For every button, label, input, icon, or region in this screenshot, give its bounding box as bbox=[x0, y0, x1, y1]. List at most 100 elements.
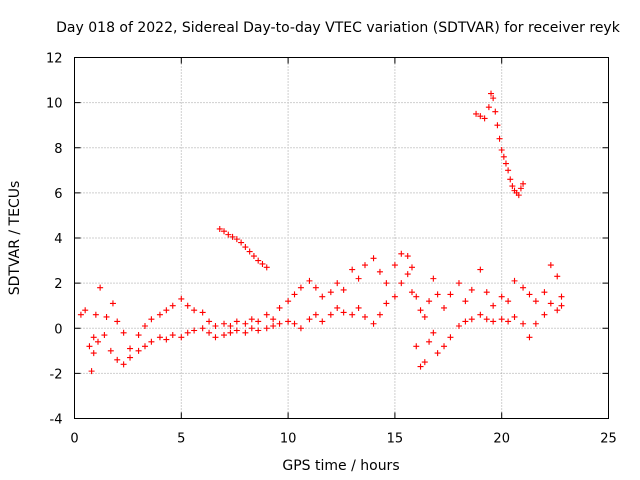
data-point bbox=[127, 354, 134, 361]
data-point bbox=[413, 343, 420, 350]
data-point bbox=[263, 325, 270, 332]
y-tick-label: -2 bbox=[50, 367, 63, 382]
data-point bbox=[334, 304, 341, 311]
data-point bbox=[398, 280, 405, 287]
data-point bbox=[206, 329, 213, 336]
data-point bbox=[306, 316, 313, 323]
data-point bbox=[376, 311, 383, 318]
data-point bbox=[520, 320, 527, 327]
chart-title: Day 018 of 2022, Sidereal Day-to-day VTE… bbox=[56, 20, 621, 36]
data-point bbox=[361, 313, 368, 320]
data-point bbox=[227, 329, 234, 336]
data-point bbox=[517, 185, 524, 192]
series-marks bbox=[473, 90, 527, 199]
data-point bbox=[383, 300, 390, 307]
data-point bbox=[541, 289, 548, 296]
data-point bbox=[255, 257, 262, 264]
data-point bbox=[490, 318, 497, 325]
axis-ticks: 0 5 10 15 20 25 -4 -2 0 2 4 6 8 10 12 bbox=[46, 52, 617, 447]
data-point bbox=[502, 160, 509, 167]
data-point bbox=[477, 266, 484, 273]
data-point bbox=[334, 280, 341, 287]
data-point bbox=[114, 318, 121, 325]
data-point bbox=[259, 260, 266, 267]
y-tick-label: 8 bbox=[54, 142, 62, 157]
data-point bbox=[408, 264, 415, 271]
data-point bbox=[233, 236, 240, 243]
data-point bbox=[141, 343, 148, 350]
data-point bbox=[554, 307, 561, 314]
data-point bbox=[120, 329, 127, 336]
data-point bbox=[511, 277, 518, 284]
data-point bbox=[430, 275, 437, 282]
data-point bbox=[404, 253, 411, 260]
data-point bbox=[441, 343, 448, 350]
data-point bbox=[398, 250, 405, 257]
data-point bbox=[107, 347, 114, 354]
data-point bbox=[285, 298, 292, 305]
data-point bbox=[383, 280, 390, 287]
data-point bbox=[462, 318, 469, 325]
data-point bbox=[355, 304, 362, 311]
data-point bbox=[248, 316, 255, 323]
data-point bbox=[109, 300, 116, 307]
data-point bbox=[520, 180, 527, 187]
data-point bbox=[547, 300, 554, 307]
data-point bbox=[178, 295, 185, 302]
x-tick-label: 20 bbox=[493, 432, 510, 447]
data-point bbox=[361, 262, 368, 269]
data-point bbox=[515, 192, 522, 199]
data-point bbox=[434, 291, 441, 298]
data-point bbox=[509, 183, 516, 190]
data-point bbox=[520, 284, 527, 291]
data-point bbox=[291, 320, 298, 327]
y-tick-label: 6 bbox=[54, 187, 62, 202]
data-point bbox=[468, 316, 475, 323]
data-point bbox=[101, 332, 108, 339]
data-point bbox=[141, 322, 148, 329]
data-point bbox=[532, 298, 539, 305]
data-point bbox=[169, 302, 176, 309]
data-point bbox=[94, 338, 101, 345]
data-point bbox=[327, 311, 334, 318]
data-point bbox=[447, 291, 454, 298]
data-point bbox=[340, 309, 347, 316]
data-point bbox=[199, 325, 206, 332]
data-point bbox=[455, 280, 462, 287]
data-point bbox=[263, 311, 270, 318]
data-point bbox=[447, 334, 454, 341]
data-point bbox=[408, 289, 415, 296]
data-point bbox=[376, 268, 383, 275]
data-point bbox=[212, 334, 219, 341]
data-point bbox=[340, 286, 347, 293]
data-point bbox=[312, 311, 319, 318]
data-point bbox=[547, 262, 554, 269]
data-point bbox=[221, 228, 228, 235]
data-point bbox=[483, 316, 490, 323]
data-point bbox=[498, 147, 505, 154]
data-point bbox=[163, 307, 170, 314]
x-axis-label: GPS time / hours bbox=[282, 458, 399, 474]
x-tick-label: 5 bbox=[177, 432, 185, 447]
data-point bbox=[127, 345, 134, 352]
data-point bbox=[485, 104, 492, 111]
data-point bbox=[270, 316, 277, 323]
data-point bbox=[455, 322, 462, 329]
data-point bbox=[558, 293, 565, 300]
data-point bbox=[90, 350, 97, 357]
data-point bbox=[191, 307, 198, 314]
data-point bbox=[255, 318, 262, 325]
data-point bbox=[82, 307, 89, 314]
data-point bbox=[421, 313, 428, 320]
data-point bbox=[312, 284, 319, 291]
data-point bbox=[233, 318, 240, 325]
data-point bbox=[238, 239, 245, 246]
data-point bbox=[511, 313, 518, 320]
data-point bbox=[285, 318, 292, 325]
data-point bbox=[430, 329, 437, 336]
data-point bbox=[319, 318, 326, 325]
data-point bbox=[494, 122, 501, 129]
data-point bbox=[477, 311, 484, 318]
y-tick-label: 0 bbox=[54, 322, 62, 337]
